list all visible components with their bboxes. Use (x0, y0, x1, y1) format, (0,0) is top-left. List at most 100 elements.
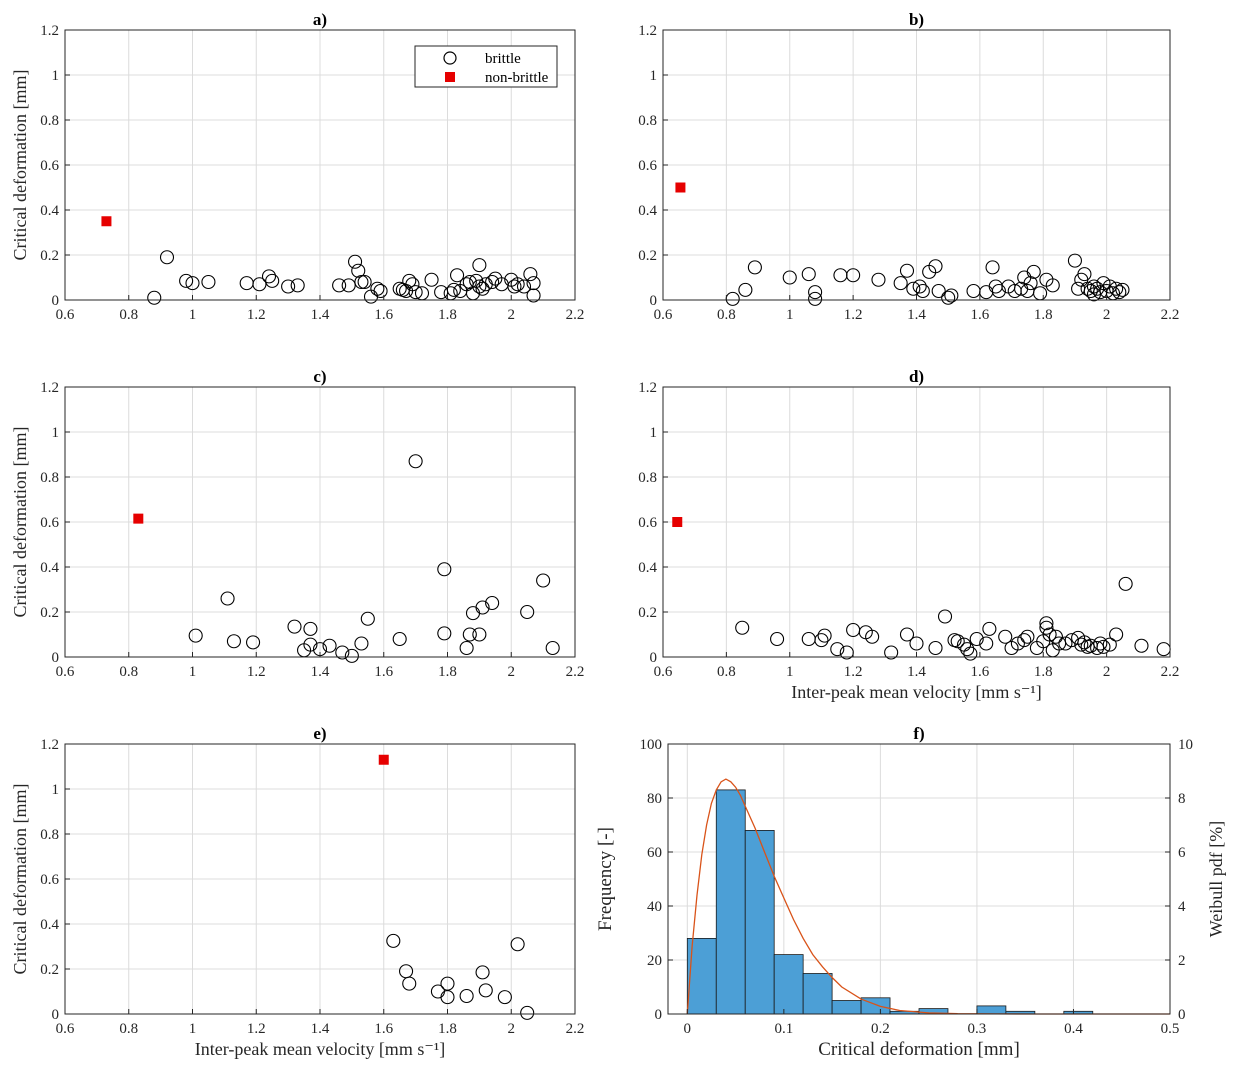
panel-title: d) (909, 367, 924, 386)
brittle-point (1077, 267, 1092, 282)
brittle-point (344, 648, 359, 663)
x-tick-label: 1.2 (247, 307, 266, 323)
y-tick-label: 1.2 (40, 380, 59, 396)
x-tick-label: 1.8 (1034, 664, 1053, 680)
y-tick-label: 1 (650, 68, 658, 84)
brittle-point (808, 285, 823, 300)
histogram-bar (802, 973, 833, 1015)
brittle-point (1093, 636, 1108, 651)
brittle-point (246, 635, 261, 650)
brittle-point (475, 600, 490, 615)
brittle-point (159, 250, 175, 265)
panel-title: f) (913, 724, 924, 743)
x-tick-label: 0.8 (717, 307, 736, 323)
brittle-point (998, 629, 1013, 644)
brittle-point (520, 604, 535, 620)
brittle-point (261, 269, 277, 284)
data-marks (675, 182, 1130, 306)
brittle-point (510, 277, 525, 292)
brittle-point (985, 260, 1000, 275)
brittle-point (147, 290, 162, 305)
brittle-point (386, 933, 401, 948)
brittle-point (252, 277, 267, 292)
tick-labels: 0.6 0.8 1 1.2 1.4 1.6 1.8 2 2.2 0 0.2 0.4 0.6 0.8 1 1.2 (638, 23, 1179, 323)
brittle-point (770, 631, 785, 647)
panel-title: c) (313, 367, 326, 386)
non-brittle-point (133, 513, 144, 524)
y-tick-label: 0.2 (40, 962, 59, 978)
data-marks (672, 517, 1171, 661)
x-tick-label: 2.2 (566, 307, 585, 323)
y-tick-label: 0.8 (638, 113, 657, 129)
brittle-point (1096, 276, 1111, 291)
legend-non-brittle-marker (445, 72, 455, 82)
panel-title: b) (909, 10, 924, 29)
x-tick-label: 0.6 (56, 1021, 75, 1037)
x-tick-label: 0.2 (871, 1021, 890, 1037)
brittle-point (928, 259, 943, 274)
x-tick-label: 2.2 (1161, 664, 1180, 680)
brittle-point (747, 260, 762, 275)
histogram-bar (831, 1000, 862, 1015)
x-tick-label: 1.6 (374, 664, 393, 680)
brittle-point (322, 638, 337, 653)
brittle-point (220, 591, 235, 606)
y2-tick-label: 8 (1178, 791, 1186, 807)
x-tick-label: 0.6 (654, 664, 673, 680)
brittle-point (265, 273, 280, 288)
x-tick-label: 1.4 (311, 307, 330, 323)
brittle-point (801, 631, 816, 647)
x-tick-label: 1.6 (971, 664, 990, 680)
brittle-point (341, 278, 356, 293)
brittle-point (354, 636, 369, 651)
x-tick-label: 0.3 (968, 1021, 987, 1037)
brittle-point (526, 276, 541, 291)
brittle-point (979, 636, 994, 651)
data-marks (686, 778, 1170, 1015)
y-tick-label: 80 (647, 791, 662, 807)
brittle-point (991, 283, 1006, 299)
brittle-point (510, 937, 525, 952)
x-tick-label: 1.8 (438, 664, 457, 680)
brittle-point (738, 282, 753, 297)
x-tick-label: 1 (189, 307, 197, 323)
y-tick-label: 1.2 (40, 23, 59, 39)
brittle-point (912, 279, 927, 294)
brittle-point (373, 283, 388, 299)
brittle-point (497, 990, 512, 1005)
y-tick-label: 0.8 (40, 827, 59, 843)
brittle-point (520, 1005, 535, 1020)
brittle-point (865, 629, 880, 644)
brittle-point (735, 620, 750, 635)
panel-title: a) (313, 10, 327, 29)
brittle-point (475, 281, 490, 296)
data-marks (101, 216, 541, 305)
brittle-point (226, 634, 241, 649)
brittle-point (281, 279, 296, 294)
y-tick-label: 1.2 (40, 737, 59, 753)
y2-tick-label: 0 (1178, 1007, 1186, 1023)
brittle-point (1033, 286, 1048, 301)
brittle-point (1109, 281, 1124, 296)
x-tick-label: 0 (684, 1021, 692, 1037)
brittle-point (287, 619, 302, 634)
brittle-point (526, 288, 541, 303)
brittle-point (1156, 642, 1171, 657)
y-axis-label: Critical deformation [mm] (10, 70, 30, 261)
brittle-point (459, 988, 474, 1004)
y-tick-label: 0 (52, 650, 60, 666)
brittle-point (392, 631, 407, 647)
y-tick-label: 0.6 (40, 872, 59, 888)
y-tick-label: 1.2 (638, 380, 657, 396)
y-tick-label: 0 (655, 1007, 663, 1023)
brittle-point (402, 273, 417, 288)
y-tick-label: 1 (52, 782, 60, 798)
brittle-point (906, 281, 921, 296)
y-tick-label: 0.2 (40, 605, 59, 621)
brittle-point (472, 258, 487, 273)
brittle-point (405, 277, 420, 292)
brittle-point (536, 573, 551, 588)
brittle-point (941, 290, 956, 305)
